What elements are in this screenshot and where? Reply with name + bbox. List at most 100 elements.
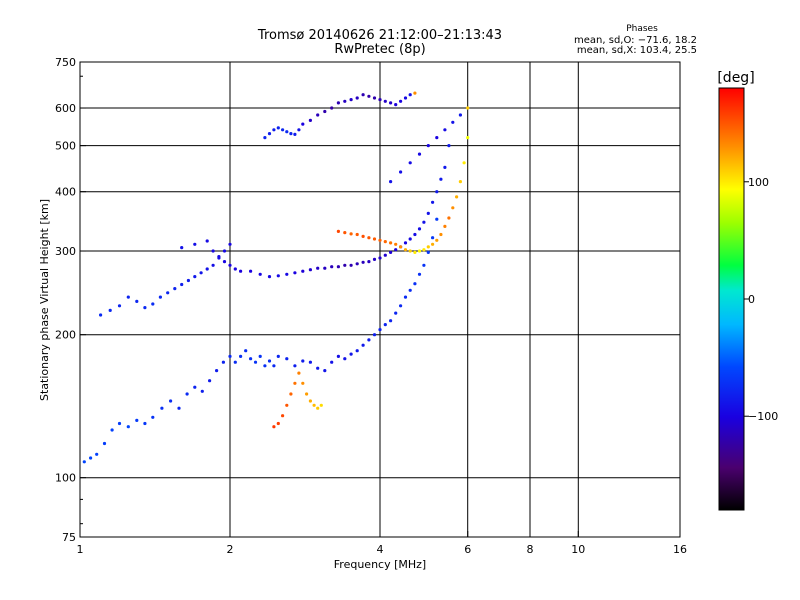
data-point [378, 256, 382, 260]
data-point [289, 392, 293, 396]
data-point [383, 240, 387, 244]
data-point [408, 161, 412, 165]
data-point [383, 253, 387, 257]
data-point [281, 128, 285, 132]
data-point [394, 311, 398, 315]
stats-x-mode: mean, sd,X: 103.4, 25.5 [577, 45, 697, 56]
data-point [426, 144, 430, 148]
y-tick-label: 400 [55, 186, 76, 199]
data-point [208, 379, 212, 383]
data-point [285, 403, 289, 407]
data-point [389, 319, 393, 323]
data-point [211, 249, 215, 253]
data-point [336, 354, 340, 358]
data-point [185, 392, 189, 396]
data-point [193, 385, 197, 389]
data-point [308, 268, 312, 272]
data-point [349, 232, 353, 236]
data-point [301, 269, 305, 273]
data-point [435, 217, 439, 221]
data-point [343, 263, 347, 267]
data-point [193, 275, 197, 279]
data-point [417, 227, 422, 231]
data-point [108, 308, 112, 312]
data-point [447, 216, 451, 220]
data-point [403, 295, 408, 299]
colorbar-ticks: 100 0 −100 [744, 176, 778, 423]
data-point [394, 248, 398, 252]
data-point [361, 343, 365, 347]
data-point [389, 101, 393, 105]
data-point [330, 265, 334, 269]
data-point [462, 161, 466, 165]
data-point [316, 113, 320, 117]
data-point [422, 263, 426, 267]
y-tick-label: 600 [55, 102, 76, 115]
data-point [378, 98, 382, 102]
data-point [426, 250, 430, 254]
colorbar-tick-label: 0 [748, 293, 755, 306]
data-point [361, 234, 365, 238]
colorbar-gradient [718, 87, 745, 511]
colorbar: [deg] 100 0 −100 [717, 70, 778, 511]
data-point [308, 118, 312, 122]
data-point [399, 304, 403, 308]
data-point [239, 269, 243, 273]
data-point [349, 98, 353, 102]
data-point [330, 106, 334, 110]
data-point [378, 328, 382, 332]
data-point [372, 333, 377, 337]
data-point [272, 128, 276, 132]
data-point [466, 106, 470, 110]
data-point [267, 132, 272, 136]
data-point [221, 360, 225, 364]
data-point [267, 359, 272, 363]
data-point [343, 99, 347, 103]
data-point [403, 241, 408, 245]
colorbar-tick-label: 100 [748, 176, 769, 189]
y-tick-label: 75 [62, 531, 76, 544]
data-points [82, 91, 470, 464]
data-point [399, 170, 403, 174]
data-point [323, 266, 327, 270]
data-point [263, 364, 267, 368]
data-point [361, 260, 365, 264]
data-point [435, 190, 439, 194]
data-point [281, 414, 285, 418]
data-point [413, 250, 417, 254]
data-point [355, 232, 359, 237]
data-point [431, 200, 435, 204]
data-point [443, 165, 447, 169]
y-tick-label: 200 [55, 329, 76, 342]
data-point [378, 238, 382, 242]
data-point [177, 406, 181, 410]
data-point [466, 136, 470, 140]
data-point [228, 354, 232, 358]
data-point [319, 403, 323, 407]
data-point [143, 421, 147, 426]
x-tick-label: 8 [527, 543, 534, 556]
x-tick-label: 4 [377, 543, 384, 556]
x-tick-label: 16 [673, 543, 687, 556]
data-point [211, 263, 215, 267]
data-point [166, 291, 170, 295]
data-point [297, 371, 301, 375]
data-point [330, 360, 334, 364]
data-point [285, 130, 289, 134]
data-point [408, 237, 412, 241]
data-point [82, 460, 86, 464]
data-point [293, 364, 297, 368]
data-point [312, 403, 316, 407]
data-point [413, 232, 417, 237]
data-point [431, 236, 435, 240]
data-point [408, 93, 412, 97]
x-tick-label: 2 [227, 543, 234, 556]
data-point [417, 152, 422, 156]
data-point [180, 282, 184, 287]
data-point [95, 452, 99, 456]
data-point [316, 406, 320, 410]
data-point [399, 99, 403, 103]
chart-title-line2: RwPretec (8p) [334, 42, 425, 57]
data-point [301, 359, 305, 363]
data-point [443, 128, 447, 132]
